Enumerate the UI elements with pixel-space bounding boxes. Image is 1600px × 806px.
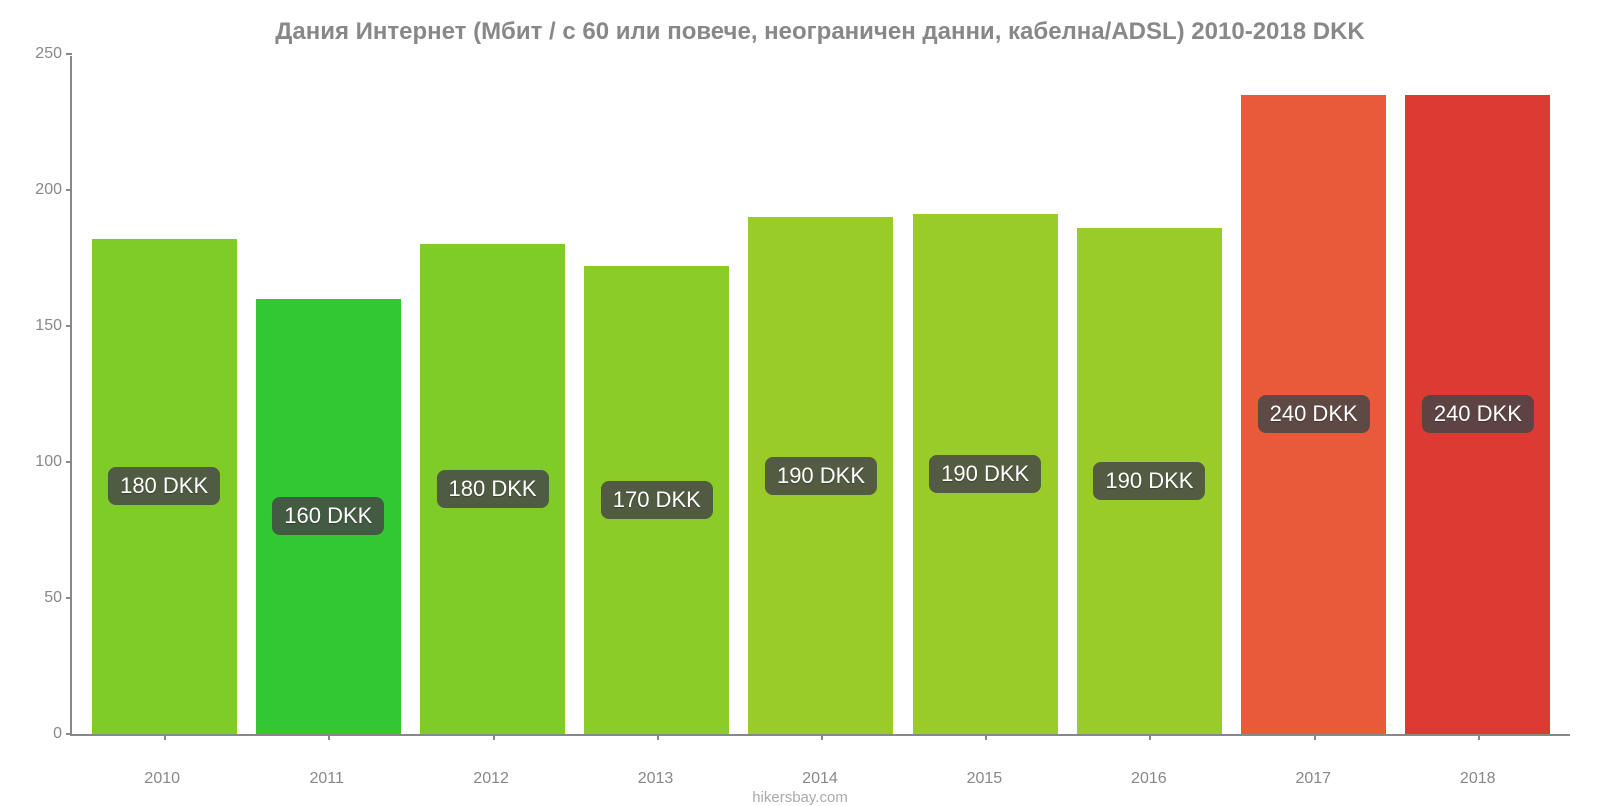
x-tick-mark (821, 734, 823, 740)
bar-slot: 180 DKK (90, 56, 238, 734)
x-tick-mark (164, 734, 166, 740)
chart-title: Дания Интернет (Мбит / с 60 или повече, … (70, 18, 1570, 46)
attribution-text: hikersbay.com (0, 789, 1600, 806)
x-tick-mark (1478, 734, 1480, 740)
x-tick-label: 2016 (1075, 770, 1223, 788)
bar: 240 DKK (1241, 95, 1386, 734)
bar: 180 DKK (420, 244, 565, 734)
chart-container: Дания Интернет (Мбит / с 60 или повече, … (0, 0, 1600, 800)
bar-value-label: 190 DKK (765, 457, 877, 495)
x-tick-label: 2010 (88, 770, 236, 788)
x-tick-label: 2011 (252, 770, 400, 788)
bar-slot: 190 DKK (747, 56, 895, 734)
y-tick-label: 150 (22, 317, 62, 335)
bar-slot: 240 DKK (1240, 56, 1388, 734)
y-tick-label: 200 (22, 181, 62, 199)
bar: 170 DKK (584, 266, 729, 734)
bar: 240 DKK (1405, 95, 1550, 734)
y-tick-mark (66, 461, 72, 463)
bar-slot: 240 DKK (1404, 56, 1552, 734)
x-tick-mark (985, 734, 987, 740)
y-tick-label: 0 (22, 725, 62, 743)
bar-slot: 160 DKK (254, 56, 402, 734)
y-tick-mark (66, 733, 72, 735)
bar-value-label: 240 DKK (1422, 395, 1534, 433)
bar-value-label: 190 DKK (929, 455, 1041, 493)
y-tick-label: 100 (22, 453, 62, 471)
bar: 190 DKK (913, 214, 1058, 734)
bar-value-label: 190 DKK (1093, 462, 1205, 500)
x-tick-mark (1314, 734, 1316, 740)
y-tick-label: 50 (22, 589, 62, 607)
plot-area: 180 DKK 160 DKK 180 DKK 170 DKK 190 DKK 190 D… (70, 56, 1570, 736)
bar-value-label: 240 DKK (1258, 395, 1370, 433)
y-tick-mark (66, 325, 72, 327)
y-tick-mark (66, 597, 72, 599)
y-tick-label: 250 (22, 45, 62, 63)
x-tick-label: 2018 (1404, 770, 1552, 788)
x-tick-label: 2013 (581, 770, 729, 788)
y-tick-mark (66, 189, 72, 191)
bars-wrap: 180 DKK 160 DKK 180 DKK 170 DKK 190 DKK 190 D… (72, 56, 1570, 734)
x-tick-mark (328, 734, 330, 740)
bar-slot: 180 DKK (418, 56, 566, 734)
x-tick-mark (1149, 734, 1151, 740)
bar: 190 DKK (1077, 228, 1222, 734)
x-axis-labels: 2010 2011 2012 2013 2014 2015 2016 2017 2018 (70, 770, 1570, 788)
bar-value-label: 180 DKK (108, 467, 220, 505)
x-tick-mark (493, 734, 495, 740)
x-tick-label: 2017 (1239, 770, 1387, 788)
bar-slot: 190 DKK (911, 56, 1059, 734)
x-tick-label: 2014 (746, 770, 894, 788)
bar: 160 DKK (256, 299, 401, 734)
bar-slot: 190 DKK (1075, 56, 1223, 734)
y-tick-mark (66, 53, 72, 55)
x-tick-mark (657, 734, 659, 740)
bar-value-label: 160 DKK (272, 497, 384, 535)
bar: 190 DKK (748, 217, 893, 734)
x-tick-label: 2012 (417, 770, 565, 788)
bar: 180 DKK (92, 239, 237, 734)
x-tick-label: 2015 (910, 770, 1058, 788)
bar-value-label: 170 DKK (601, 481, 713, 519)
bar-slot: 170 DKK (583, 56, 731, 734)
bar-value-label: 180 DKK (437, 470, 549, 508)
